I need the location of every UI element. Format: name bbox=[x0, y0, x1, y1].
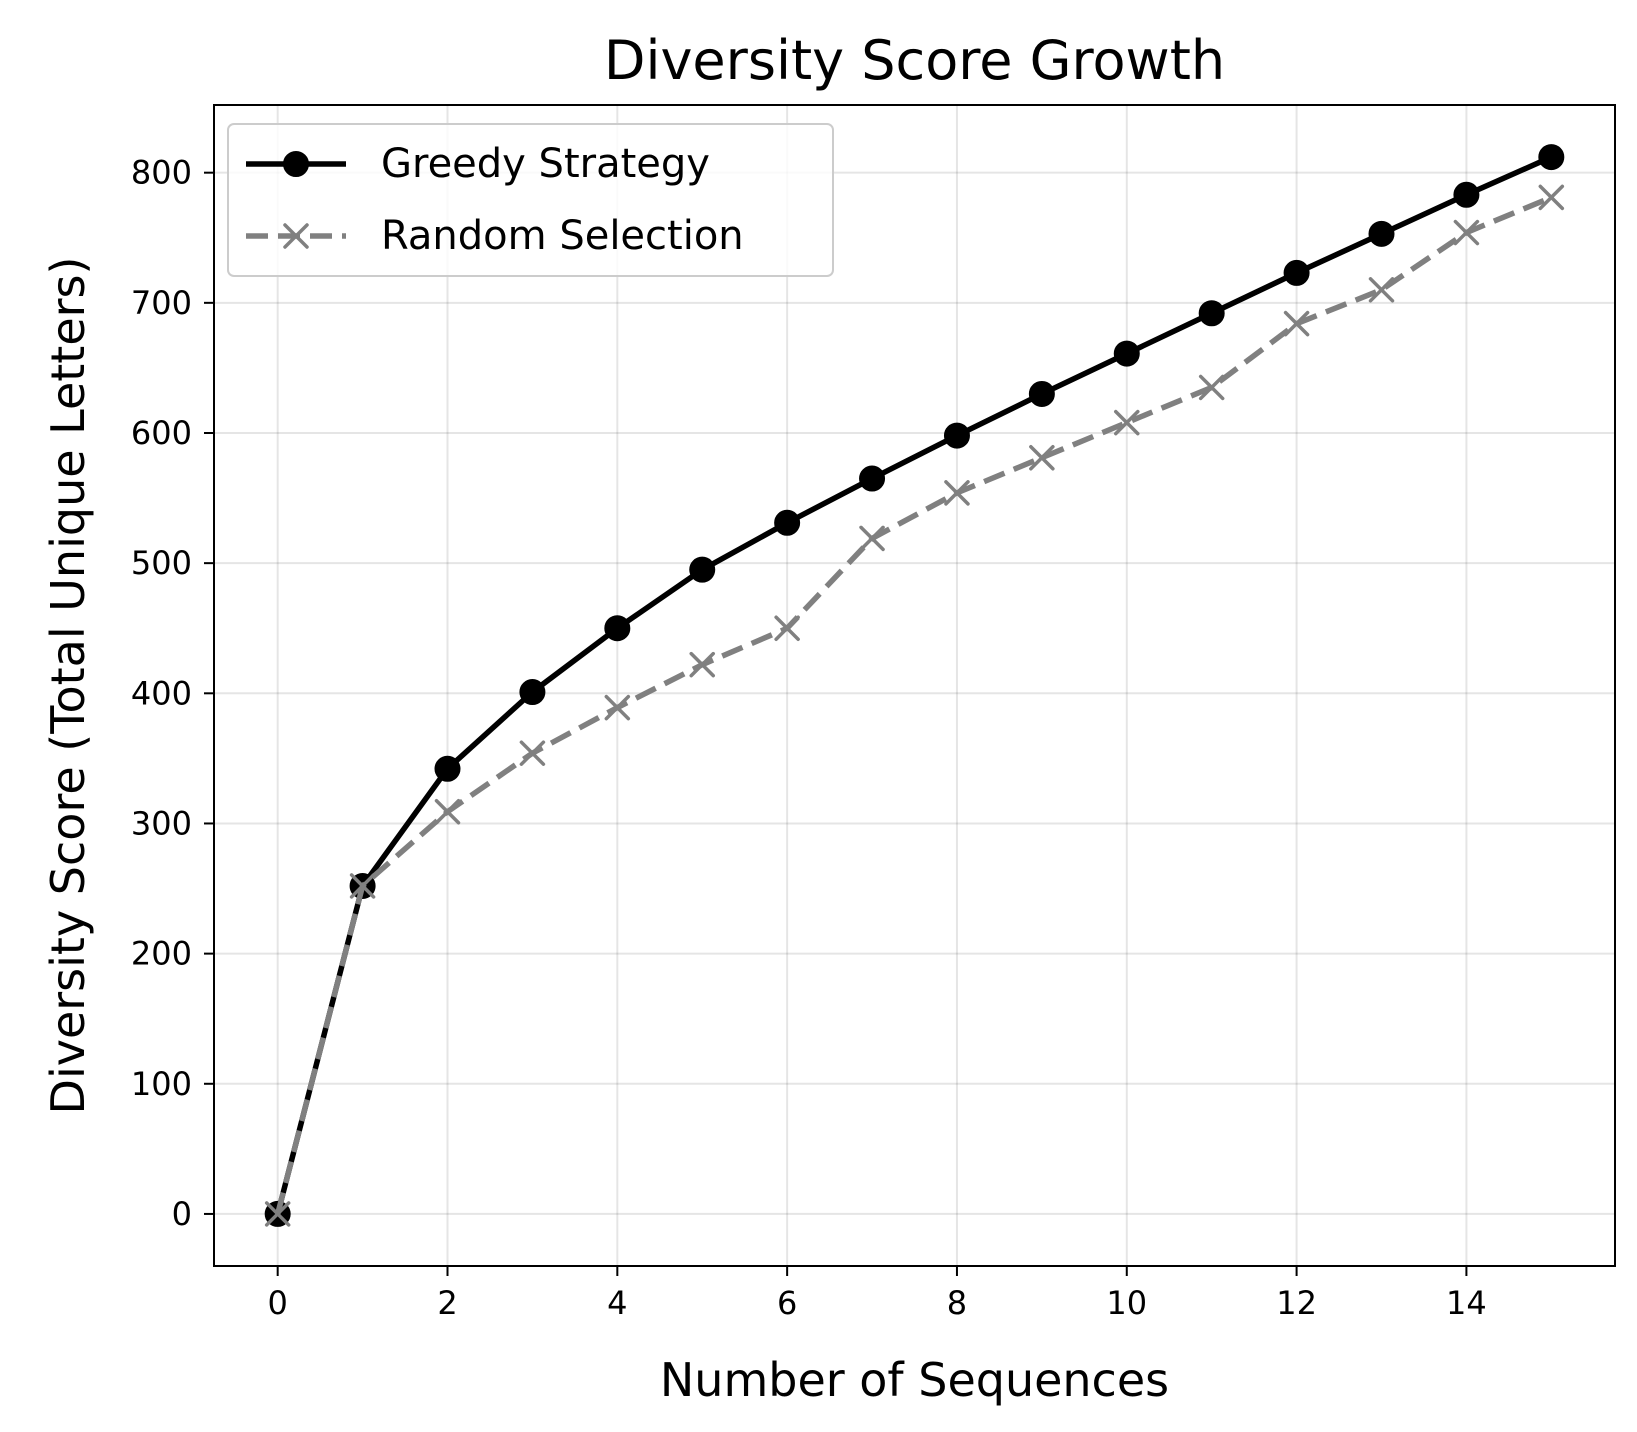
series-1 bbox=[264, 184, 1565, 1227]
legend-label: Random Selection bbox=[381, 213, 744, 259]
x-tick-label: 12 bbox=[1276, 1284, 1317, 1322]
x-marker-stroke bbox=[1198, 374, 1225, 401]
data-point-marker bbox=[774, 615, 800, 641]
data-point-marker bbox=[689, 556, 716, 583]
x-tick-label: 14 bbox=[1446, 1284, 1487, 1322]
data-point-marker bbox=[1113, 340, 1140, 367]
data-point-marker bbox=[1538, 144, 1565, 171]
y-tick-label: 500 bbox=[131, 544, 192, 582]
data-point-marker bbox=[859, 525, 885, 552]
data-point-marker bbox=[519, 679, 546, 706]
data-point-marker bbox=[264, 1201, 291, 1227]
x-marker-stroke bbox=[264, 1201, 291, 1227]
x-tick-label: 2 bbox=[437, 1284, 457, 1322]
plot-area-frame bbox=[213, 104, 1616, 1267]
legend-item: Random Selection bbox=[246, 213, 744, 259]
x-marker-stroke bbox=[859, 525, 885, 552]
series-line bbox=[275, 154, 1553, 1215]
data-point-marker bbox=[774, 509, 801, 536]
y-axis-label: Diversity Score (Total Unique Letters) bbox=[41, 257, 95, 1115]
x-tick-label: 8 bbox=[947, 1284, 967, 1322]
x-marker-stroke bbox=[283, 223, 309, 249]
x-marker-stroke bbox=[434, 799, 461, 825]
data-point-marker bbox=[1283, 259, 1310, 286]
y-tick-label: 800 bbox=[131, 154, 192, 192]
legend-box bbox=[227, 123, 834, 277]
data-point-marker bbox=[604, 615, 631, 642]
data-point-marker bbox=[1283, 310, 1310, 337]
x-marker-stroke bbox=[519, 740, 546, 766]
data-point-marker bbox=[1368, 277, 1395, 303]
y-tick-label: 700 bbox=[131, 284, 192, 322]
data-point-marker bbox=[1028, 380, 1055, 407]
x-marker-stroke bbox=[604, 694, 631, 721]
x-marker-stroke bbox=[1114, 409, 1140, 436]
x-marker-stroke bbox=[689, 651, 715, 678]
x-marker-stroke bbox=[1538, 184, 1565, 211]
data-point-marker bbox=[434, 755, 461, 782]
data-point-marker bbox=[944, 480, 970, 506]
x-marker-stroke bbox=[944, 480, 970, 506]
x-axis-label: Number of Sequences bbox=[660, 1353, 1169, 1407]
data-point-marker bbox=[604, 694, 631, 721]
series-line bbox=[275, 194, 1553, 1215]
x-marker-stroke bbox=[349, 873, 376, 899]
y-tick-label: 200 bbox=[131, 935, 192, 973]
x-tick-label: 6 bbox=[777, 1284, 797, 1322]
data-point-marker bbox=[943, 422, 970, 449]
chart-title: Diversity Score Growth bbox=[604, 29, 1225, 92]
legend-marker bbox=[283, 151, 309, 177]
data-series bbox=[264, 144, 1565, 1227]
data-point-marker bbox=[1368, 220, 1395, 247]
x-marker-stroke bbox=[774, 615, 800, 641]
y-tick-label: 300 bbox=[131, 804, 192, 842]
data-point-marker bbox=[349, 873, 376, 899]
data-point-marker bbox=[1453, 181, 1480, 208]
y-tick-label: 600 bbox=[131, 414, 192, 452]
legend: Greedy Strategy Random Selection bbox=[227, 123, 834, 277]
x-tick-label: 0 bbox=[268, 1284, 288, 1322]
data-point-marker bbox=[1029, 444, 1055, 471]
x-tick-label: 4 bbox=[607, 1284, 627, 1322]
data-point-marker bbox=[1198, 300, 1225, 327]
legend-item: Greedy Strategy bbox=[246, 141, 710, 187]
data-point-marker bbox=[1114, 409, 1140, 436]
data-point-marker bbox=[859, 465, 886, 492]
x-marker-stroke bbox=[1029, 444, 1055, 471]
grid-lines bbox=[214, 105, 1615, 1266]
legend-label: Greedy Strategy bbox=[381, 141, 710, 187]
y-tick-label: 0 bbox=[172, 1195, 192, 1233]
x-tick-label: 10 bbox=[1106, 1284, 1147, 1322]
x-marker-stroke bbox=[1453, 219, 1480, 246]
data-point-marker bbox=[1198, 374, 1225, 401]
y-tick-label: 100 bbox=[131, 1065, 192, 1103]
legend-marker bbox=[283, 223, 309, 249]
y-tick-label: 400 bbox=[131, 674, 192, 712]
data-point-marker bbox=[1453, 219, 1480, 246]
data-point-marker bbox=[434, 799, 461, 825]
data-point-marker bbox=[519, 740, 546, 766]
x-marker-stroke bbox=[1283, 310, 1310, 337]
axis-ticks: 0 2 4 6 8 10 12 14 0 100 200 300 400 500 600 700 800 bbox=[131, 154, 1487, 1322]
x-marker-stroke bbox=[1368, 277, 1395, 303]
data-point-marker bbox=[1538, 184, 1565, 211]
data-point-marker bbox=[689, 651, 715, 678]
